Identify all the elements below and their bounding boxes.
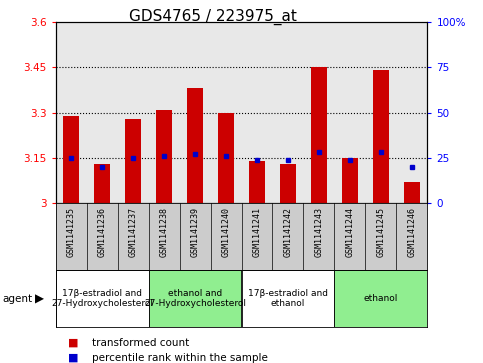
Bar — [56, 270, 149, 327]
Bar — [125, 119, 141, 203]
Bar — [280, 164, 296, 203]
Bar — [218, 113, 234, 203]
Bar — [94, 164, 110, 203]
Bar — [149, 270, 242, 327]
Text: GSM1141236: GSM1141236 — [98, 207, 107, 257]
Text: percentile rank within the sample: percentile rank within the sample — [92, 352, 268, 363]
Text: GDS4765 / 223975_at: GDS4765 / 223975_at — [128, 9, 297, 25]
Text: GSM1141246: GSM1141246 — [408, 207, 416, 257]
Bar — [311, 67, 327, 203]
Bar — [242, 270, 334, 327]
Text: 17β-estradiol and
ethanol: 17β-estradiol and ethanol — [248, 289, 328, 308]
Text: GSM1141238: GSM1141238 — [159, 207, 169, 257]
Bar — [249, 161, 265, 203]
Text: 17β-estradiol and
27-Hydroxycholesterol: 17β-estradiol and 27-Hydroxycholesterol — [51, 289, 153, 308]
Bar — [156, 110, 172, 203]
Text: GSM1141242: GSM1141242 — [284, 207, 293, 257]
Bar — [342, 158, 358, 203]
Text: ■: ■ — [68, 352, 78, 363]
Text: ■: ■ — [68, 338, 78, 348]
Text: GSM1141240: GSM1141240 — [222, 207, 230, 257]
Text: GSM1141235: GSM1141235 — [67, 207, 75, 257]
Bar — [404, 182, 420, 203]
Text: ▶: ▶ — [35, 292, 44, 305]
Bar — [187, 88, 203, 203]
Text: transformed count: transformed count — [92, 338, 189, 348]
Text: GSM1141243: GSM1141243 — [314, 207, 324, 257]
Text: GSM1141237: GSM1141237 — [128, 207, 138, 257]
Text: GSM1141244: GSM1141244 — [345, 207, 355, 257]
Text: GSM1141245: GSM1141245 — [376, 207, 385, 257]
Bar — [63, 115, 79, 203]
Bar — [373, 70, 389, 203]
Text: GSM1141239: GSM1141239 — [190, 207, 199, 257]
Bar — [334, 270, 427, 327]
Text: ethanol and
27-Hydroxycholesterol: ethanol and 27-Hydroxycholesterol — [144, 289, 246, 308]
Text: ethanol: ethanol — [364, 294, 398, 303]
Text: GSM1141241: GSM1141241 — [253, 207, 261, 257]
Text: agent: agent — [2, 294, 32, 303]
